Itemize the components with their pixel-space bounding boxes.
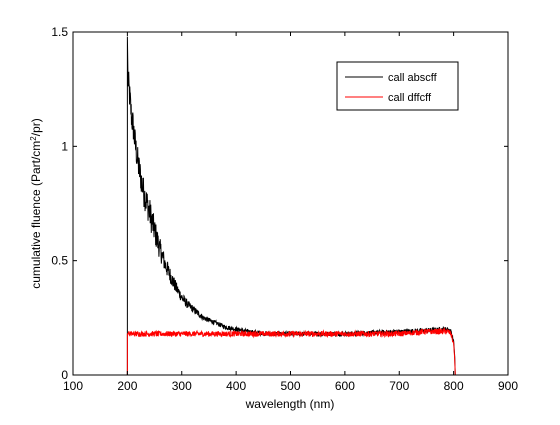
- y-axis-label-main: cumulative fluence (Part/cm: [29, 141, 43, 289]
- y-tick-label: 1.5: [51, 25, 68, 39]
- y-tick-label: 0.5: [51, 254, 68, 268]
- x-tick-label: 700: [389, 379, 409, 393]
- x-axis-label: wavelength (nm): [245, 397, 335, 411]
- x-tick-label: 900: [498, 379, 518, 393]
- series-layer: [126, 36, 456, 376]
- legend-box: [336, 61, 459, 111]
- tick-layer: 100 200 300 400 500 600 700 800 900 0 0.5 1 1.5: [51, 25, 518, 393]
- x-tick-label: 800: [444, 379, 464, 393]
- y-tick-label: 1: [61, 139, 68, 153]
- y-axis-label-tail: /pr): [29, 118, 43, 136]
- series-line-dffcff: [126, 327, 456, 376]
- legend-label-dffcff: call dffcff: [388, 92, 432, 104]
- legend: call abscff call dffcff: [336, 61, 459, 111]
- y-tick-label: 0: [61, 368, 68, 382]
- x-tick-label: 500: [280, 379, 300, 393]
- x-tick-label: 600: [335, 379, 355, 393]
- x-tick-label: 400: [226, 379, 246, 393]
- y-axis-label-superscript: 2: [29, 136, 38, 141]
- x-tick-label: 300: [172, 379, 192, 393]
- x-tick-label: 200: [117, 379, 137, 393]
- legend-label-abscff: call abscff: [388, 72, 438, 84]
- x-tick-label: 100: [63, 379, 83, 393]
- y-axis-label: cumulative fluence (Part/cm2/pr): [29, 118, 43, 289]
